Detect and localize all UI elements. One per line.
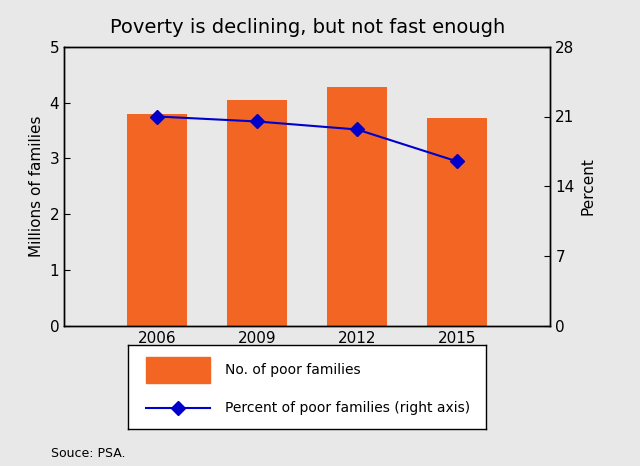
- Y-axis label: Millions of families: Millions of families: [29, 116, 44, 257]
- Bar: [127, 114, 188, 326]
- Bar: [227, 100, 287, 326]
- Bar: [427, 117, 487, 326]
- Text: Percent of poor families (right axis): Percent of poor families (right axis): [225, 401, 470, 415]
- Y-axis label: Percent: Percent: [580, 158, 595, 215]
- Text: Souce: PSA.: Souce: PSA.: [51, 447, 125, 459]
- Text: No. of poor families: No. of poor families: [225, 363, 360, 377]
- Bar: [146, 357, 211, 383]
- Bar: [327, 88, 387, 326]
- Title: Poverty is declining, but not fast enough: Poverty is declining, but not fast enoug…: [109, 18, 505, 37]
